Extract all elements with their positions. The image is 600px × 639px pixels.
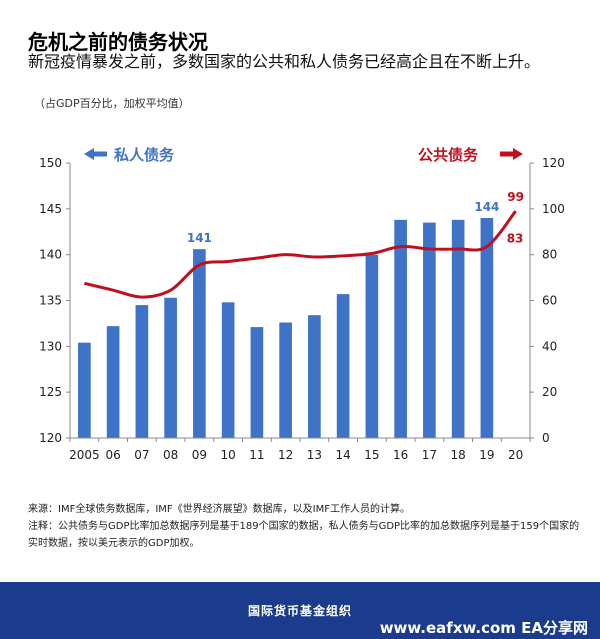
x-tick-label: 17 [422,448,437,462]
private-debt-bar [365,254,379,438]
data-label: 83 [507,232,524,246]
x-tick-label: 16 [393,448,408,462]
private-debt-bar [279,322,292,438]
private-debt-bar [336,294,350,438]
private-debt-bar [193,249,206,438]
x-tick-label: 10 [220,448,235,462]
left-tick-label: 130 [39,339,62,353]
x-tick-label: 11 [249,448,264,462]
private-debt-bar [423,222,436,438]
right-tick-label: 60 [542,294,557,308]
private-debt-bar [480,218,494,438]
left-tick-label: 140 [39,248,62,262]
private-debt-bar [78,342,91,438]
arrow-right-icon [513,148,523,160]
right-tick-label: 20 [542,385,557,399]
x-tick-label: 14 [335,448,350,462]
x-tick-label: 06 [105,448,120,462]
source-note: 来源：IMF全球债务数据库，IMF《世界经济展望》数据库，以及IMF工作人员的计… [28,504,410,515]
right-tick-label: 100 [542,202,565,216]
left-tick-label: 145 [39,202,62,216]
chart-title: 危机之前的债务状况 [28,30,208,54]
left-tick-label: 135 [39,294,62,308]
debt-chart: 120 125 130 135 140 145 150 0 20 40 60 80 100 120 2005… [39,146,565,462]
organization-name: 国际货币基金组织 [247,604,352,618]
unit-note: （占GDP百分比，加权平均值） [34,97,190,110]
x-tick-label: 08 [163,448,178,462]
data-label: 99 [507,190,524,204]
legend-private-debt: 私人债务 [113,146,175,164]
right-tick-label: 80 [542,248,557,262]
x-tick-label: 09 [192,448,207,462]
arrow-left-icon-shaft [93,151,107,157]
watermark: www.eafxw.com EA分享网 [379,619,588,637]
private-debt-bar [250,327,264,438]
chart-subtitle: 新冠疫情暴发之前，多数国家的公共和私人债务已经高企且在不断上升。 [28,52,541,71]
x-tick-label: 20 [508,448,523,462]
right-tick-label: 120 [542,156,565,170]
private-debt-bar [221,302,235,438]
arrow-left-icon [84,148,94,160]
left-tick-label: 125 [39,385,62,399]
private-debt-bar [164,297,177,438]
public-debt-line [84,210,517,299]
chart-notes: 来源：IMF全球债务数据库，IMF《世界经济展望》数据库，以及IMF工作人员的计… [28,501,588,552]
x-tick-label: 19 [479,448,494,462]
right-tick-label: 0 [542,431,550,445]
right-tick-label: 40 [542,339,557,353]
x-tick-label: 18 [450,448,465,462]
data-label: 144 [474,200,499,214]
x-tick-label: 15 [364,448,379,462]
footer-bar: 国际货币基金组织 www.eafxw.com EA分享网 [0,582,600,639]
private-debt-bar [451,219,465,438]
private-debt-bar [135,305,149,438]
left-tick-label: 150 [39,156,62,170]
arrow-right-icon-shaft [500,151,514,157]
private-debt-bar [394,219,407,438]
left-tick-label: 120 [39,431,62,445]
x-tick-label: 07 [134,448,149,462]
private-debt-bar [308,315,321,438]
data-label: 141 [187,231,212,245]
footnote: 注释：公共债务与GDP比率加总数据序列是基于189个国家的数据，私人债务与GDP… [28,521,580,549]
x-tick-label: 12 [278,448,293,462]
x-tick-label: 2005 [69,448,100,462]
legend-public-debt: 公共债务 [418,146,479,164]
x-tick-label: 13 [307,448,322,462]
private-debt-bar [106,326,120,438]
